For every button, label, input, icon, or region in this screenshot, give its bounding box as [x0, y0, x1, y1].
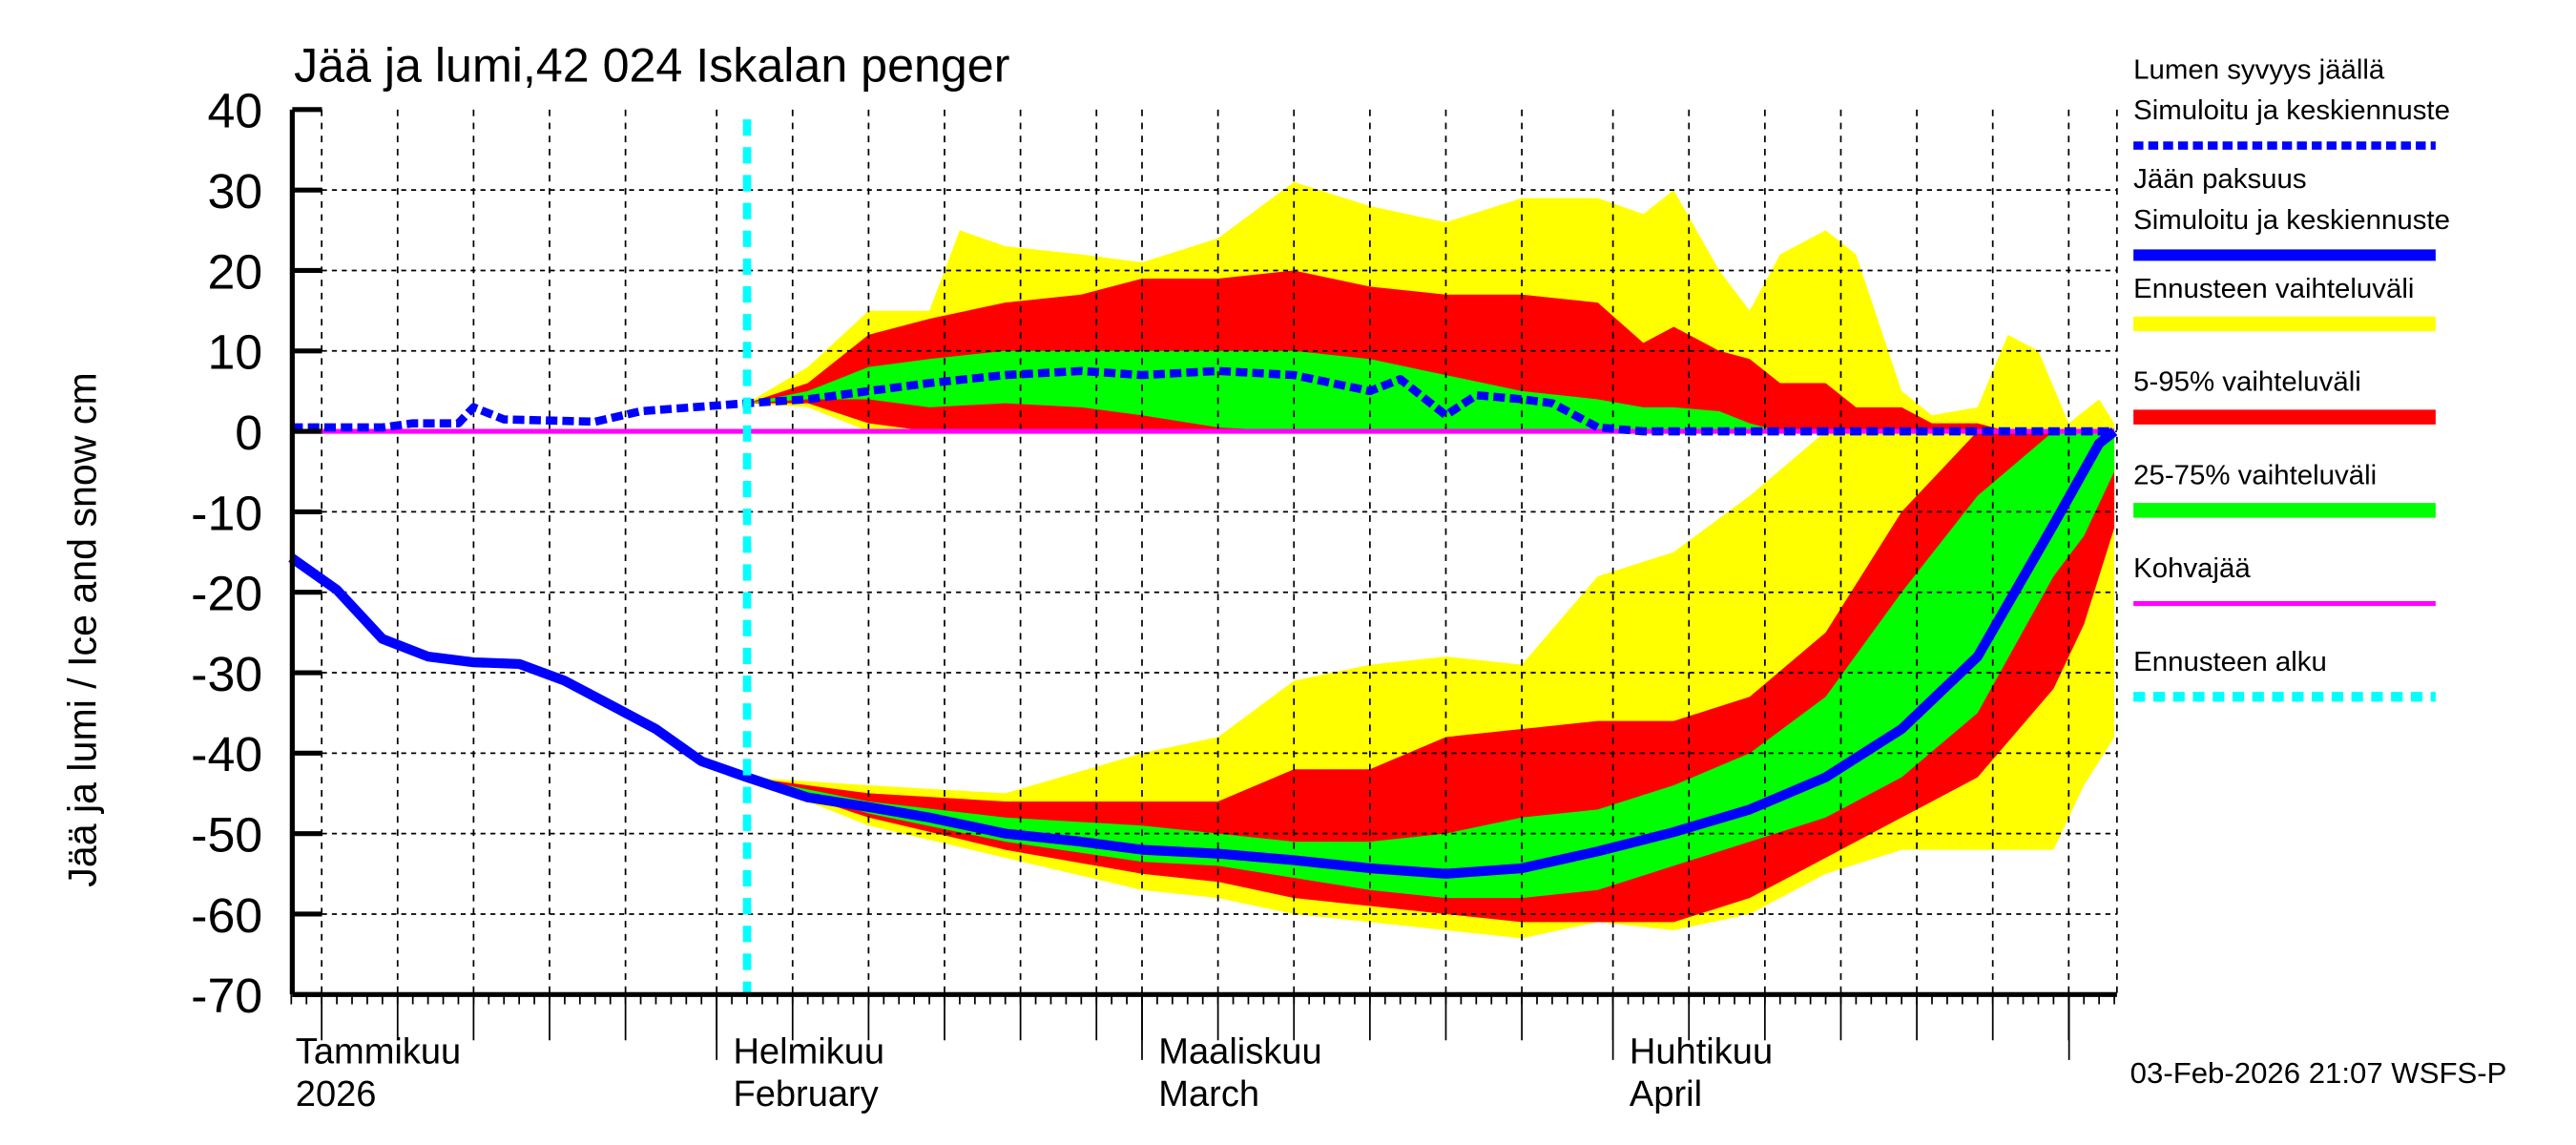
y-axis-label: Jää ja lumi / Ice and snow cm [60, 372, 104, 886]
timestamp: 03-Feb-2026 21:07 WSFS-P [2130, 1056, 2507, 1090]
legend-label: Lumen syvyys jäällä [2133, 53, 2385, 85]
y-tick-label: -50 [191, 807, 262, 863]
legend-label: 5-95% vaihteluväli [2133, 366, 2361, 398]
y-tick-label: 20 [207, 244, 262, 300]
month-label-en: February [733, 1074, 878, 1114]
legend-item: 25-75% vaihteluväli [2133, 460, 2436, 518]
legend-label: Ennusteen alku [2133, 646, 2327, 677]
month-label-en: April [1630, 1074, 1702, 1114]
month-label-en: 2026 [296, 1074, 377, 1114]
y-tick-label: -60 [191, 887, 262, 943]
y-tick-label: 30 [207, 163, 262, 219]
axes-layer: 40 30 20 10 0 -10 -20 -30 -40 -50 -60 -70 Tammikuu20… [191, 83, 2117, 1114]
legend-item: Lumen syvyys jäällä Simuloitu ja keskienn… [2133, 53, 2450, 150]
month-label-en: March [1158, 1074, 1259, 1114]
legend-label: Simuloitu ja keskiennuste [2133, 94, 2450, 126]
y-tick-label: -70 [191, 968, 262, 1023]
y-tick-label: -20 [191, 566, 262, 621]
legend-item: Kohvajää [2133, 552, 2436, 607]
month-label-fi: Maaliskuu [1158, 1031, 1321, 1072]
legend: Lumen syvyys jäällä Simuloitu ja keskienn… [2133, 53, 2450, 702]
legend-item: Ennusteen alku [2133, 646, 2436, 702]
legend-label: Simuloitu ja keskiennuste [2133, 204, 2450, 236]
legend-label: Kohvajää [2133, 552, 2251, 584]
lines-layer [288, 119, 2118, 995]
ice-thickness-line [288, 427, 2118, 879]
month-label-fi: Huhtikuu [1630, 1031, 1773, 1072]
month-label-fi: Tammikuu [296, 1031, 461, 1072]
y-tick-label: 40 [207, 83, 262, 138]
legend-item: Jään paksuus Simuloitu ja keskiennuste [2133, 163, 2450, 261]
legend-item: 5-95% vaihteluväli [2133, 366, 2436, 425]
legend-label: 25-75% vaihteluväli [2133, 460, 2377, 491]
legend-label: Ennusteen vaihteluväli [2133, 273, 2414, 304]
month-label-fi: Helmikuu [733, 1031, 884, 1072]
chart-title: Jää ja lumi,42 024 Iskalan penger [294, 39, 1009, 93]
grid-layer [292, 109, 2118, 995]
y-tick-label: 10 [207, 324, 262, 380]
legend-item: Ennusteen vaihteluväli [2133, 273, 2436, 332]
legend-label: Jään paksuus [2133, 163, 2306, 195]
snow-depth-line [291, 366, 2115, 436]
y-tick-label: -40 [191, 726, 262, 781]
y-tick-label: -10 [191, 485, 262, 540]
ice-25-75-band [747, 431, 2115, 899]
y-tick-label: -30 [191, 646, 262, 701]
y-tick-label: 0 [235, 405, 262, 460]
